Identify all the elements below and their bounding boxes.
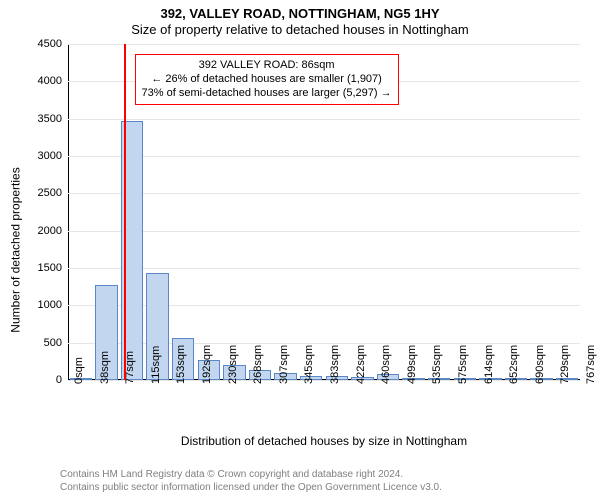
x-tick-label: 0sqm [73, 357, 85, 384]
y-tick-label: 2000 [26, 225, 62, 237]
x-axis-label: Distribution of detached houses by size … [68, 434, 580, 448]
gridline [68, 193, 580, 194]
x-tick-label: 115sqm [150, 346, 162, 384]
x-tick-label: 268sqm [252, 345, 264, 384]
y-tick-label: 500 [26, 337, 62, 349]
x-tick-label: 230sqm [227, 345, 239, 384]
x-tick-label: 690sqm [534, 345, 546, 384]
annotation-line: 392 VALLEY ROAD: 86sqm [142, 59, 392, 73]
y-tick-label: 1500 [26, 262, 62, 274]
gridline [68, 305, 580, 306]
x-tick-label: 383sqm [329, 345, 341, 384]
y-tick-label: 3500 [26, 113, 62, 125]
title-line-2: Size of property relative to detached ho… [0, 22, 600, 37]
y-axis-label: Number of detached properties [9, 167, 23, 332]
x-tick-label: 614sqm [483, 345, 495, 384]
annotation-line: ← 26% of detached houses are smaller (1,… [142, 73, 392, 87]
x-tick-label: 652sqm [508, 345, 520, 384]
y-tick-label: 1000 [26, 299, 62, 311]
y-tick-label: 4500 [26, 38, 62, 50]
annotation-line: 73% of semi-detached houses are larger (… [142, 87, 392, 101]
x-tick-label: 153sqm [175, 345, 187, 384]
gridline [68, 268, 580, 269]
x-tick-label: 422sqm [355, 345, 367, 384]
y-axis [68, 44, 69, 380]
gridline [68, 119, 580, 120]
x-tick-label: 460sqm [380, 345, 392, 384]
x-tick-label: 535sqm [431, 345, 443, 384]
footer: Contains HM Land Registry data © Crown c… [60, 469, 586, 494]
x-tick-label: 192sqm [201, 345, 213, 384]
x-tick-label: 345sqm [303, 345, 315, 384]
y-tick-label: 2500 [26, 187, 62, 199]
footer-line-1: Contains HM Land Registry data © Crown c… [60, 469, 586, 482]
marker-line [124, 44, 126, 380]
y-tick-label: 3000 [26, 150, 62, 162]
gridline [68, 44, 580, 45]
y-tick-label: 0 [26, 374, 62, 386]
x-tick-label: 307sqm [278, 345, 290, 384]
x-tick-label: 499sqm [406, 345, 418, 384]
footer-line-2: Contains public sector information licen… [60, 482, 586, 495]
annotation-box: 392 VALLEY ROAD: 86sqm← 26% of detached … [135, 54, 399, 105]
gridline [68, 231, 580, 232]
chart-container: 392, VALLEY ROAD, NOTTINGHAM, NG5 1HY Si… [0, 0, 600, 500]
x-tick-label: 38sqm [99, 351, 111, 384]
gridline [68, 343, 580, 344]
plot-area: 0500100015002000250030003500400045000sqm… [68, 44, 580, 380]
title-line-1: 392, VALLEY ROAD, NOTTINGHAM, NG5 1HY [0, 6, 600, 21]
gridline [68, 156, 580, 157]
x-tick-label: 729sqm [559, 345, 571, 384]
x-tick-label: 767sqm [585, 345, 597, 384]
y-axis-label-wrap: Number of detached properties [6, 0, 26, 500]
gridline [68, 380, 580, 381]
y-tick-label: 4000 [26, 75, 62, 87]
x-tick-label: 575sqm [457, 345, 469, 384]
